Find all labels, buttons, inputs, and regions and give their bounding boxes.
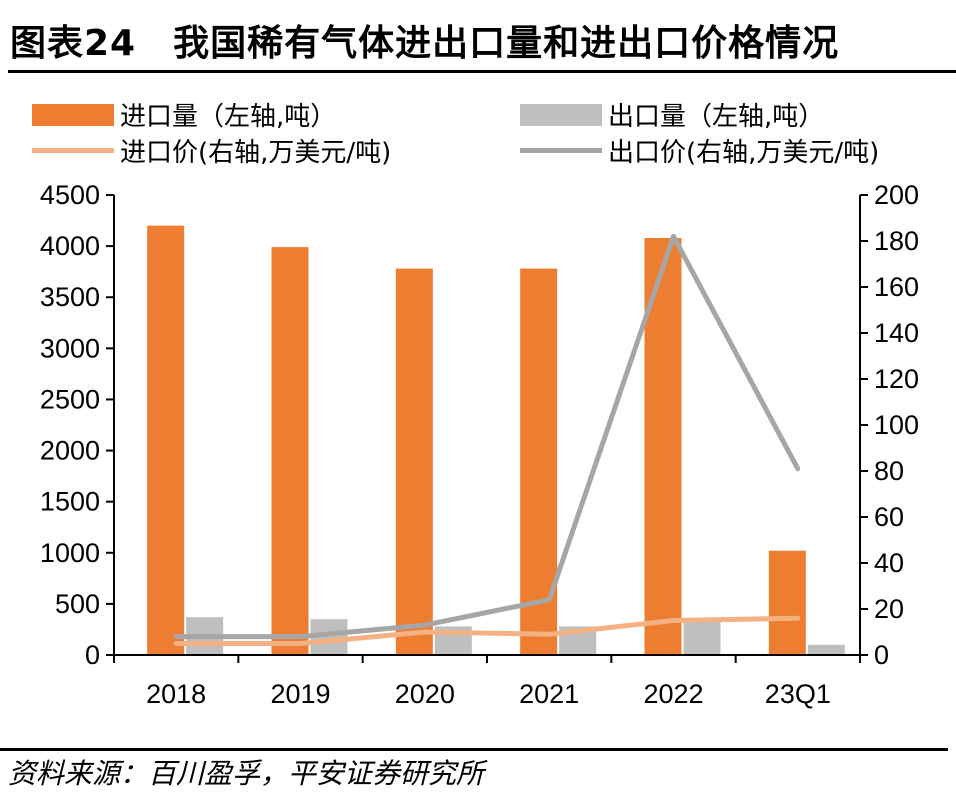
bar-import-1 (271, 247, 309, 655)
y-left-tick-label: 4500 (40, 180, 100, 210)
y-right-tick-label: 0 (874, 640, 889, 670)
y-right-tick-label: 80 (874, 456, 904, 486)
bars-layer (147, 225, 845, 655)
title-rule (8, 70, 956, 73)
bar-import-0 (147, 225, 185, 655)
legend-swatch-export-price (520, 148, 602, 153)
axes-layer: 0 500 1000 1500 2000 2500 3000 3500 4000 4500 0 20 4… (40, 180, 919, 709)
bar-export-5 (807, 644, 845, 655)
y-left-tick-label: 1500 (40, 487, 100, 517)
x-tick-label: 2019 (270, 679, 330, 709)
combo-chart: 0 500 1000 1500 2000 2500 3000 3500 4000 4500 0 20 4… (40, 180, 919, 709)
y-right-tick-label: 100 (874, 410, 919, 440)
y-left-tick-label: 0 (85, 640, 100, 670)
legend-export-price: 出口价(右轴,万美元/吨) (520, 132, 879, 169)
x-tick-label: 23Q1 (765, 679, 831, 709)
y-left-tick-label: 2000 (40, 436, 100, 466)
y-left-tick-label: 2500 (40, 384, 100, 414)
y-left-tick-label: 3000 (40, 333, 100, 363)
source-note: 资料来源：百川盈孚，平安证券研究所 (8, 757, 485, 790)
legend-label-import-volume: 进口量（左轴,吨） (120, 102, 337, 132)
legend-label-export-price: 出口价(右轴,万美元/吨) (608, 138, 880, 168)
legend-import-volume: 进口量（左轴,吨） (32, 96, 336, 133)
y-left-tick-label: 3500 (40, 282, 100, 312)
y-right-tick-label: 40 (874, 548, 904, 578)
y-right-tick-label: 200 (874, 180, 919, 210)
bar-export-4 (683, 621, 721, 655)
y-left-tick-label: 1000 (40, 538, 100, 568)
legend-export-volume: 出口量（左轴,吨） (520, 96, 824, 133)
page-title: 图表24 我国稀有气体进出口量和进出口价格情况 (10, 23, 840, 64)
x-tick-label: 2018 (146, 679, 206, 709)
y-right-tick-label: 160 (874, 272, 919, 302)
y-left-tick-label: 500 (55, 589, 100, 619)
y-right-tick-label: 180 (874, 226, 919, 256)
bar-import-5 (768, 550, 806, 655)
y-right-tick-label: 120 (874, 364, 919, 394)
legend-swatch-import-price (32, 148, 114, 153)
legend-swatch-export-volume (520, 103, 602, 126)
x-tick-label: 2021 (519, 679, 579, 709)
line-export-price (173, 233, 801, 640)
legend-label-export-volume: 出口量（左轴,吨） (608, 102, 825, 132)
chart-legend: 进口量（左轴,吨） 出口量（左轴,吨） 进口价(右轴,万美元/吨) 出口价(右轴… (0, 92, 956, 172)
y-left-tick-label: 4000 (40, 231, 100, 261)
footer-rule (0, 748, 948, 751)
legend-swatch-import-volume (32, 103, 114, 126)
y-right-tick-label: 60 (874, 502, 904, 532)
lines-layer (173, 233, 801, 646)
legend-import-price: 进口价(右轴,万美元/吨) (32, 132, 391, 169)
title-bar: 图表24 我国稀有气体进出口量和进出口价格情况 (8, 8, 956, 73)
bar-import-2 (395, 268, 433, 655)
y-right-tick-label: 20 (874, 594, 904, 624)
y-right-tick-label: 140 (874, 318, 919, 348)
line-import-price (173, 615, 801, 646)
legend-label-import-price: 进口价(右轴,万美元/吨) (120, 138, 392, 168)
x-tick-label: 2022 (643, 679, 703, 709)
x-tick-label: 2020 (395, 679, 455, 709)
